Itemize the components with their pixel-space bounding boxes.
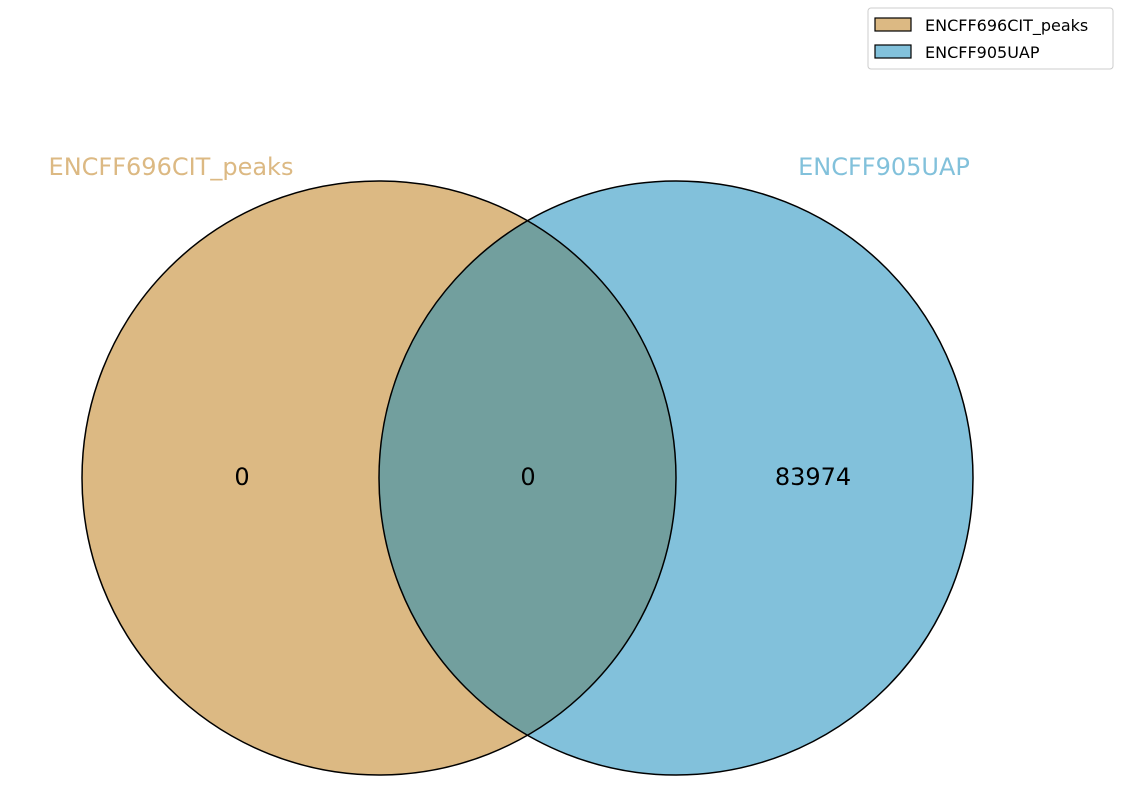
legend-frame	[867, 7, 1114, 70]
legend: ENCFF696CIT_peaks ENCFF905UAP	[867, 7, 1114, 70]
region-count-a-only: 0	[234, 463, 249, 491]
region-count-intersection: 0	[520, 463, 535, 491]
set-outline-a	[81, 180, 677, 776]
legend-label-b: ENCFF905UAP	[925, 43, 1040, 62]
legend-swatch-b	[874, 44, 912, 59]
set-label-b: ENCFF905UAP	[798, 153, 970, 181]
set-label-a: ENCFF696CIT_peaks	[49, 153, 294, 181]
legend-label-a: ENCFF696CIT_peaks	[925, 16, 1088, 36]
set-outline-b	[378, 180, 974, 776]
region-count-b-only: 83974	[775, 463, 851, 491]
legend-swatch-a	[874, 17, 912, 32]
intersection-region	[379, 181, 676, 775]
